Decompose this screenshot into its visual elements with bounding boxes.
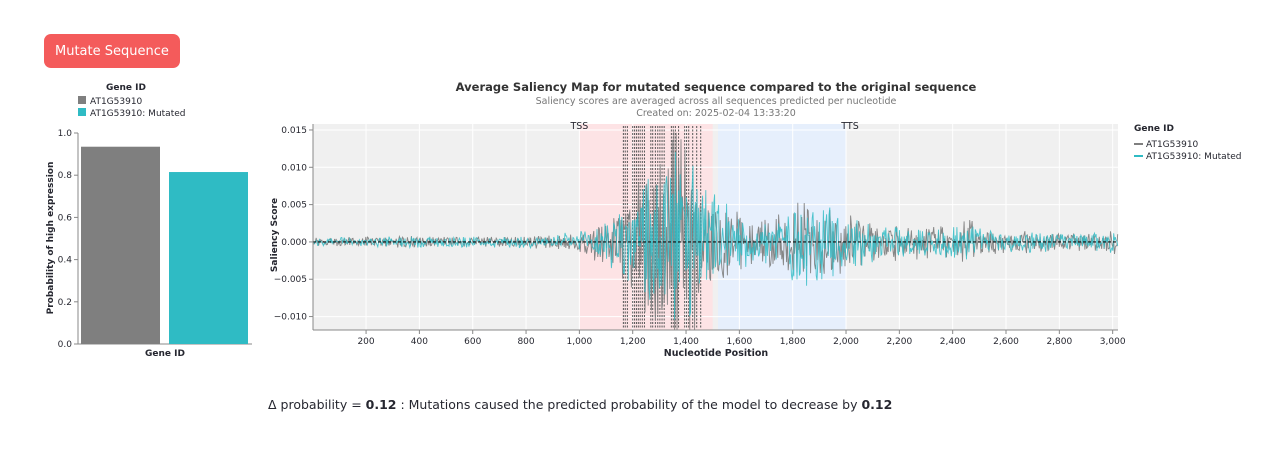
x-tick-label: 1,600 [726, 337, 752, 347]
delta-value: 0.12 [365, 397, 397, 412]
bar-y-tick-label: 0.6 [58, 213, 73, 223]
bar-legend-label: AT1G53910: Mutated [90, 109, 185, 119]
line-legend-label: AT1G53910 [1146, 140, 1199, 150]
x-tick-label: 2,000 [833, 337, 859, 347]
y-tick-label: 0.015 [281, 126, 307, 136]
x-tick-label: 1,000 [566, 337, 592, 347]
line-chart-created: Created on: 2025-02-04 13:33:20 [636, 108, 796, 119]
x-tick-label: 600 [464, 337, 481, 347]
saliency-line-chart: Average Saliency Map for mutated sequenc… [270, 80, 1241, 359]
tts-label: TTS [840, 121, 858, 132]
y-tick-label: 0.005 [281, 201, 307, 211]
line-legend-title: Gene ID [1134, 124, 1174, 134]
mutate-sequence-button[interactable]: Mutate Sequence [44, 34, 180, 68]
series-mutated-line [312, 152, 1119, 320]
line-chart-title: Average Saliency Map for mutated sequenc… [456, 80, 977, 94]
line-legend: AT1G53910 AT1G53910: Mutated [1134, 140, 1241, 162]
x-tick-label: 1,200 [620, 337, 646, 347]
bar-y-tick-label: 0.0 [58, 340, 73, 350]
y-tick-label: 0.000 [281, 238, 307, 248]
x-tick-label: 2,600 [993, 337, 1019, 347]
x-tick-label: 2,800 [1046, 337, 1072, 347]
delta-value-2: 0.12 [861, 397, 893, 412]
bar-legend-swatch [78, 108, 86, 116]
y-tick-label: −0.010 [274, 313, 308, 323]
y-tick-label: −0.005 [274, 275, 307, 285]
x-tick-label: 3,000 [1100, 337, 1126, 347]
bar-original [81, 146, 160, 344]
probability-bar-chart: Gene ID AT1G53910 AT1G53910: Mutated 0.0 0… [46, 83, 252, 359]
line-legend-label: AT1G53910: Mutated [1146, 152, 1241, 162]
bar-y-tick-label: 0.4 [58, 256, 73, 266]
x-tick-label: 2,400 [940, 337, 966, 347]
line-x-axis-label: Nucleotide Position [664, 348, 769, 359]
x-tick-label: 1,800 [780, 337, 806, 347]
x-tick-label: 1,400 [673, 337, 699, 347]
bar-y-tick-label: 1.0 [58, 129, 73, 139]
x-tick-label: 2,200 [886, 337, 912, 347]
bar-mutated [169, 172, 248, 344]
line-y-axis-label: Saliency Score [270, 198, 280, 272]
plot-background [313, 124, 1118, 330]
bar-legend-title: Gene ID [106, 83, 146, 93]
y-tick-label: 0.010 [281, 163, 307, 173]
bar-y-tick-label: 0.8 [58, 171, 73, 181]
bar-y-tick-label: 0.2 [58, 298, 72, 308]
bar-legend-label: AT1G53910 [90, 97, 143, 107]
delta-prefix: Δ probability = [268, 397, 366, 412]
line-chart-subtitle: Saliency scores are averaged across all … [536, 96, 897, 107]
x-tick-label: 800 [517, 337, 534, 347]
bar-legend-swatch [78, 96, 86, 104]
delta-middle: : Mutations caused the predicted probabi… [396, 397, 862, 412]
bar-y-axis-label: Probability of high expression [46, 162, 56, 315]
x-tick-label: 400 [411, 337, 428, 347]
bar-x-axis-label: Gene ID [145, 349, 185, 359]
delta-probability-text: Δ probability = 0.12 : Mutations caused … [268, 397, 892, 412]
bar-legend: AT1G53910 AT1G53910: Mutated [78, 96, 185, 119]
tss-label: TSS [569, 121, 588, 132]
x-tick-label: 200 [357, 337, 374, 347]
